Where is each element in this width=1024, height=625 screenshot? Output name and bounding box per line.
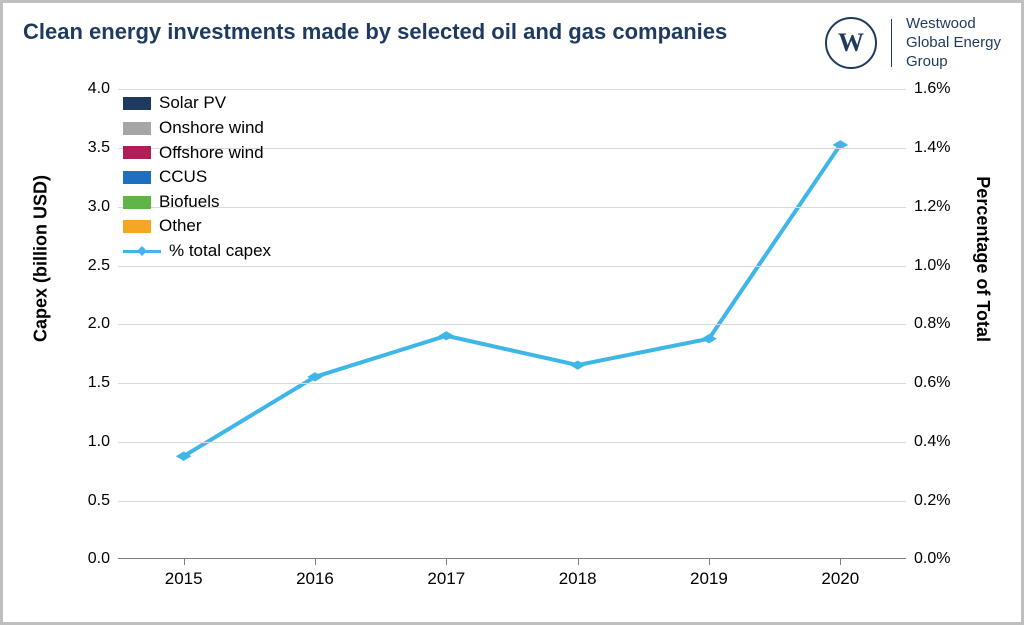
x-axis-label: 2019 <box>690 559 728 589</box>
y-right-tick-label: 1.0% <box>906 257 950 275</box>
legend-line-swatch <box>123 250 161 253</box>
y-left-tick-label: 1.0 <box>88 433 118 451</box>
legend-item: Solar PV <box>123 91 271 116</box>
brand-block: W Westwood Global Energy Group <box>825 15 1001 71</box>
legend-swatch <box>123 220 151 233</box>
legend-item: CCUS <box>123 165 271 190</box>
brand-text: Westwood Global Energy Group <box>906 15 1001 71</box>
legend-label: Biofuels <box>159 190 219 215</box>
y-left-axis-title: Capex (billion USD) <box>31 175 52 342</box>
y-left-tick-label: 1.5 <box>88 374 118 392</box>
header: Clean energy investments made by selecte… <box>23 15 1001 71</box>
y-right-tick-label: 0.8% <box>906 315 950 333</box>
brand-line-3: Group <box>906 53 1001 72</box>
y-left-tick-label: 2.0 <box>88 315 118 333</box>
gridline <box>118 266 906 267</box>
legend-item: Onshore wind <box>123 116 271 141</box>
y-right-tick-label: 0.0% <box>906 550 950 568</box>
y-right-axis-title: Percentage of Total <box>973 176 994 342</box>
y-left-tick-label: 0.0 <box>88 550 118 568</box>
brand-divider <box>891 19 892 67</box>
legend-swatch <box>123 122 151 135</box>
legend-label: Other <box>159 214 202 239</box>
legend-label: CCUS <box>159 165 207 190</box>
y-right-tick-label: 0.6% <box>906 374 950 392</box>
y-right-tick-label: 1.6% <box>906 80 950 98</box>
legend: Solar PVOnshore windOffshore windCCUSBio… <box>123 91 271 263</box>
x-axis-label: 2018 <box>559 559 597 589</box>
legend-swatch <box>123 146 151 159</box>
x-axis-label: 2015 <box>165 559 203 589</box>
legend-swatch <box>123 196 151 209</box>
legend-item: Other <box>123 214 271 239</box>
x-axis-label: 2017 <box>427 559 465 589</box>
y-right-tick-label: 1.2% <box>906 198 950 216</box>
x-axis-label: 2016 <box>296 559 334 589</box>
gridline <box>118 442 906 443</box>
legend-item-line: % total capex <box>123 239 271 264</box>
x-axis-label: 2020 <box>821 559 859 589</box>
y-left-tick-label: 0.5 <box>88 492 118 510</box>
legend-swatch <box>123 97 151 110</box>
legend-swatch <box>123 171 151 184</box>
y-left-tick-label: 3.5 <box>88 139 118 157</box>
gridline <box>118 383 906 384</box>
legend-item: Offshore wind <box>123 141 271 166</box>
chart-frame: Clean energy investments made by selecte… <box>0 0 1024 625</box>
chart-area: Capex (billion USD) Percentage of Total … <box>23 79 1001 604</box>
y-left-tick-label: 3.0 <box>88 198 118 216</box>
gridline <box>118 501 906 502</box>
y-right-tick-label: 0.4% <box>906 433 950 451</box>
brand-logo-icon: W <box>825 17 877 69</box>
chart-title: Clean energy investments made by selecte… <box>23 15 825 45</box>
legend-label: Solar PV <box>159 91 226 116</box>
brand-line-2: Global Energy <box>906 34 1001 53</box>
legend-label: Offshore wind <box>159 141 264 166</box>
y-right-tick-label: 1.4% <box>906 139 950 157</box>
brand-line-1: Westwood <box>906 15 1001 34</box>
y-left-tick-label: 4.0 <box>88 80 118 98</box>
gridline <box>118 324 906 325</box>
gridline <box>118 89 906 90</box>
legend-item: Biofuels <box>123 190 271 215</box>
legend-label: Onshore wind <box>159 116 264 141</box>
y-left-tick-label: 2.5 <box>88 257 118 275</box>
y-right-tick-label: 0.2% <box>906 492 950 510</box>
legend-label: % total capex <box>169 239 271 264</box>
